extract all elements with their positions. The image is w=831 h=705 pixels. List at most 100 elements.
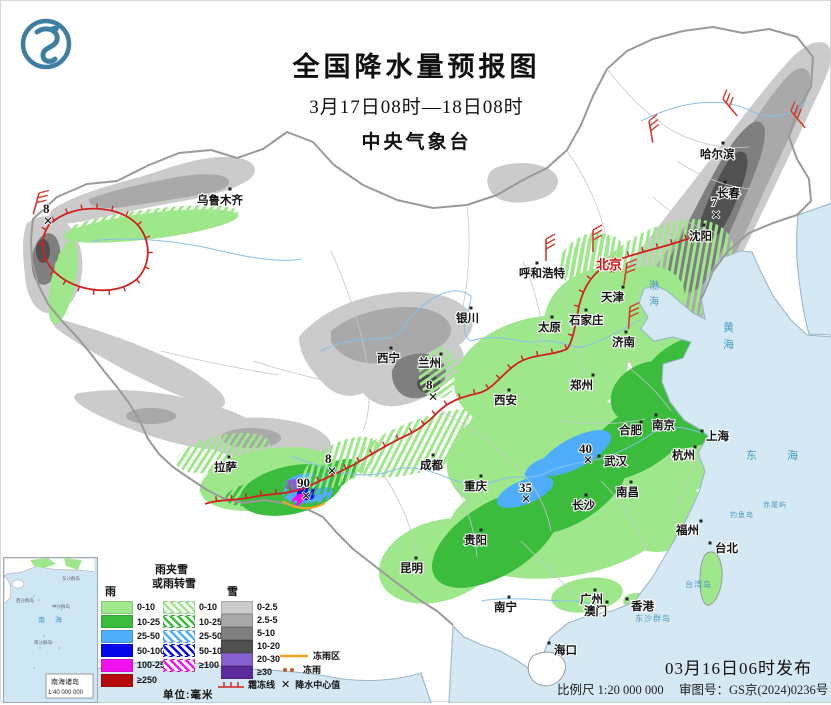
precip-center-x-icon: ✕ (428, 390, 438, 404)
city-marker (622, 286, 625, 289)
legend-row: 50-100 (163, 645, 227, 657)
city-label: 太原 (537, 320, 561, 334)
legend-swatch (221, 601, 253, 614)
city-marker (598, 455, 601, 458)
legend-swatch (221, 653, 253, 666)
legend-range-label: 5-10 (257, 628, 275, 638)
frost-line-tick (216, 496, 217, 501)
city-label: 福州 (675, 523, 699, 537)
legend-row: 10-20 (221, 640, 280, 652)
svg-text:南沙群岛: 南沙群岛 (34, 639, 52, 646)
freeze-area-line-icon (279, 652, 309, 660)
legend-row: 10-25 (101, 616, 160, 628)
city-label: 贵阳 (464, 533, 487, 547)
city-marker (390, 347, 393, 350)
legend-freeze-rain: 冻雨 (281, 663, 321, 676)
city-label: 济南 (612, 335, 635, 349)
city-marker (722, 142, 725, 145)
legend-swatch (221, 614, 253, 627)
city-label: 呼和浩特 (519, 266, 565, 280)
south-china-sea-inset: 南 海 西沙群岛 中沙群岛 南沙群岛 东沙群岛 南海诸岛 1:40 000 00… (3, 557, 98, 703)
city-marker (709, 542, 712, 545)
frost-line-icon (217, 680, 245, 690)
city-label: 西宁 (377, 351, 400, 365)
city-label: 广州 (580, 592, 603, 606)
frost-line-tick (537, 351, 538, 356)
legend-row: 25-50 (163, 630, 222, 642)
legend-swatch (221, 640, 253, 653)
frost-line-tick (574, 305, 579, 306)
legend-range-label: 10-25 (199, 617, 222, 627)
city-marker (551, 316, 554, 319)
frost-line-tick (246, 493, 247, 498)
legend-range-label: 20-30 (257, 654, 280, 664)
legend-range-label: 10-25 (137, 617, 160, 627)
city-marker (655, 414, 658, 417)
legend-row: 0-10 (163, 601, 217, 613)
city-marker (625, 331, 628, 334)
city-label: 重庆 (464, 479, 487, 493)
city-label: 台北 (715, 541, 738, 555)
legend-row: 0-2.5 (221, 601, 278, 613)
sea-label: 东海 (746, 448, 828, 462)
sea-label: 东沙群岛 (635, 613, 671, 623)
city-marker (480, 529, 483, 532)
legend-swatch (163, 601, 195, 614)
city-marker (585, 309, 588, 312)
svg-text:1:40 000 000: 1:40 000 000 (48, 690, 84, 696)
city-label: 昆明 (400, 561, 423, 575)
legend-range-label: ≥100 (199, 660, 219, 670)
city-marker (703, 224, 706, 227)
sea-label: 钓鱼岛 (730, 510, 754, 519)
city-label: 南昌 (616, 485, 639, 499)
city-label: 海口 (554, 643, 577, 657)
precip-center-x-icon: ✕ (521, 492, 531, 506)
city-marker (508, 389, 511, 392)
legend-row: 25-50 (101, 630, 160, 642)
legend-range-label: 25-50 (199, 631, 222, 641)
legend-range-label: 0-10 (137, 602, 155, 612)
legend-swatch (163, 659, 195, 672)
legend-swatch (101, 630, 133, 643)
svg-text:南海诸岛: 南海诸岛 (51, 677, 79, 686)
city-marker (508, 596, 511, 599)
legend-row: 20-30 (221, 653, 280, 665)
legend-row: ≥100 (163, 659, 219, 671)
city-marker (229, 188, 232, 191)
frost-line-tick (260, 491, 261, 496)
sea-label: 赤尾屿 (763, 500, 787, 509)
precip-center-x-icon: ✕ (327, 464, 337, 478)
city-marker (701, 430, 704, 433)
city-label: 沈阳 (689, 229, 712, 243)
precip-center-x-icon: ✕ (583, 453, 593, 467)
city-marker (630, 481, 633, 484)
precip-center-x-icon: ✕ (43, 214, 53, 228)
svg-text:西沙群岛: 西沙群岛 (16, 597, 34, 604)
legend-swatch (101, 601, 133, 614)
freeze-rain-dots-icon (281, 666, 297, 674)
city-marker (432, 454, 435, 457)
frost-line-tick (290, 487, 291, 492)
city-label: 天津 (601, 290, 624, 304)
svg-text:南 海: 南 海 (38, 615, 66, 624)
legend-swatch (163, 615, 195, 628)
legend-swatch (221, 627, 253, 640)
precip-center-x-icon: ✕ (711, 208, 721, 222)
legend-row: ≥30 (221, 666, 272, 678)
legend-swatch (221, 666, 253, 679)
city-label: 拉萨 (214, 460, 237, 474)
city-label: 石家庄 (568, 313, 604, 327)
legend-freeze-area: 冻雨区 (279, 649, 340, 662)
city-label: 杭州 (672, 448, 695, 462)
legend-rain-header: 雨 (105, 583, 116, 599)
legend-swatch (101, 644, 133, 657)
city-label: 上海 (706, 429, 729, 443)
legend-range-label: 50-100 (137, 646, 165, 656)
issue-time: 03月16日06时发布 (665, 654, 812, 679)
city-label: 合肥 (619, 423, 642, 437)
legend-unit: 单位:毫米 (163, 687, 214, 702)
legend-range-label: 25-50 (137, 631, 160, 641)
legend-swatch (101, 659, 133, 672)
legend-row: 0-10 (101, 601, 155, 613)
city-label: 郑州 (570, 378, 593, 392)
